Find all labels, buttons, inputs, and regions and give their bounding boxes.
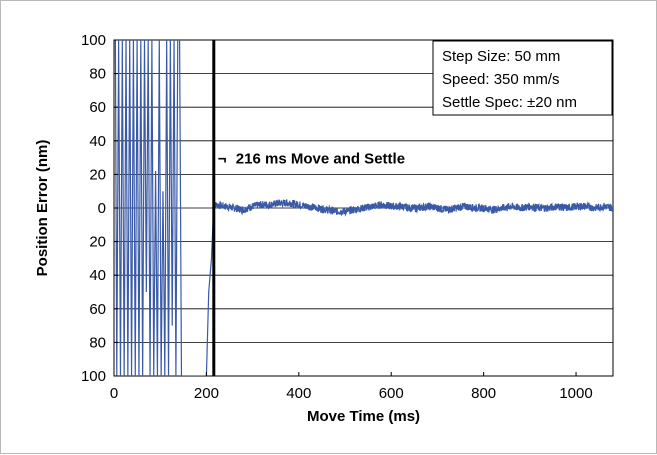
y-axis-title: Position Error (nm) [34, 140, 51, 277]
legend-settle-spec: Settle Spec: ±20 nm [442, 94, 577, 111]
legend-box: Step Size: 50 mm Speed: 350 mm/s Settle … [432, 40, 613, 116]
y-tick-label: 40 [89, 133, 106, 150]
y-tick-label: 60 [89, 99, 106, 116]
annotation-text: 216 ms Move and Settle [236, 151, 405, 168]
x-axis-title: Move Time (ms) [307, 408, 420, 425]
series-line-settled [213, 198, 613, 217]
legend-step-size: Step Size: 50 mm [442, 48, 560, 65]
y-tick-label: 100 [81, 32, 106, 49]
annotation-symbol: ¬ [218, 151, 227, 168]
x-tick-label: 800 [471, 385, 496, 402]
y-tick-label: 80 [89, 66, 106, 83]
y-tick-label: 20 [89, 166, 106, 183]
legend-speed: Speed: 350 mm/s [442, 71, 560, 88]
x-tick-label: 400 [286, 385, 311, 402]
legend-border [432, 40, 613, 116]
y-tick-label: 80 [89, 334, 106, 351]
x-tick-label: 1000 [559, 385, 592, 402]
y-tick-label: 0 [98, 200, 106, 217]
series-layer [114, 40, 613, 376]
x-tick-label: 600 [379, 385, 404, 402]
y-tick-label: 20 [89, 234, 106, 251]
y-tick-label: 60 [89, 301, 106, 318]
x-tick-label: 200 [194, 385, 219, 402]
y-tick-label: 40 [89, 267, 106, 284]
x-tick-label: 0 [110, 385, 118, 402]
y-tick-label: 100 [81, 368, 106, 385]
